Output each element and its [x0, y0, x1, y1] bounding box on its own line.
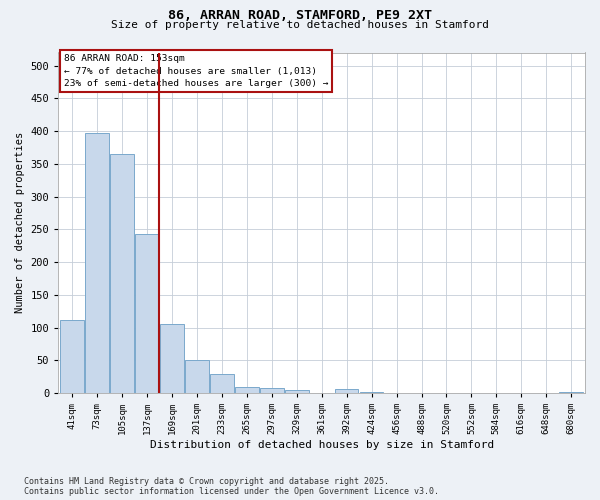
- Bar: [210, 374, 233, 393]
- Bar: [110, 154, 134, 393]
- X-axis label: Distribution of detached houses by size in Stamford: Distribution of detached houses by size …: [149, 440, 494, 450]
- Bar: [185, 360, 209, 393]
- Bar: [235, 386, 259, 393]
- Bar: [260, 388, 284, 393]
- Text: 86 ARRAN ROAD: 153sqm
← 77% of detached houses are smaller (1,013)
23% of semi-d: 86 ARRAN ROAD: 153sqm ← 77% of detached …: [64, 54, 328, 88]
- Bar: [60, 320, 84, 393]
- Bar: [85, 133, 109, 393]
- Bar: [335, 389, 358, 393]
- Bar: [285, 390, 308, 393]
- Y-axis label: Number of detached properties: Number of detached properties: [15, 132, 25, 314]
- Bar: [135, 234, 159, 393]
- Text: 86, ARRAN ROAD, STAMFORD, PE9 2XT: 86, ARRAN ROAD, STAMFORD, PE9 2XT: [168, 9, 432, 22]
- Text: Contains HM Land Registry data © Crown copyright and database right 2025.
Contai: Contains HM Land Registry data © Crown c…: [24, 476, 439, 496]
- Text: Size of property relative to detached houses in Stamford: Size of property relative to detached ho…: [111, 20, 489, 30]
- Bar: [559, 392, 583, 393]
- Bar: [360, 392, 383, 393]
- Bar: [160, 324, 184, 393]
